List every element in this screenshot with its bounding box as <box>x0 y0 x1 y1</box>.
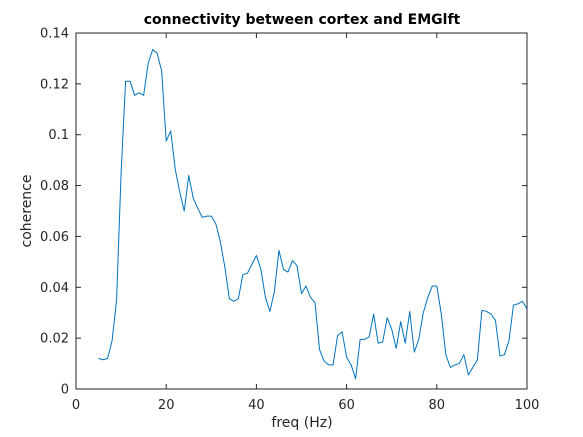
axes-box <box>75 32 528 390</box>
x-tick-label: 80 <box>429 398 446 413</box>
x-tick-label: 100 <box>515 398 540 413</box>
y-tick-label: 0.12 <box>40 77 69 92</box>
x-tick-label: 0 <box>72 398 80 413</box>
x-tick-label: 60 <box>338 398 355 413</box>
plot-layer <box>98 49 528 380</box>
y-tick-label: 0.06 <box>40 230 69 245</box>
x-tick-label: 20 <box>158 398 175 413</box>
y-axis-label: coherence <box>19 175 35 248</box>
y-tick-label: 0.04 <box>40 281 69 296</box>
y-tick-label: 0.1 <box>48 128 69 143</box>
x-axis-label: freq (Hz) <box>271 415 332 431</box>
y-tick-label: 0.02 <box>40 332 69 347</box>
ticks-layer: 0 20 40 60 80 100 0 0.02 0.04 0.06 0.08 0.1 0.12 0.14 <box>40 27 539 414</box>
coherence-series-line <box>98 49 528 380</box>
chart-title: connectivity between cortex and EMGlft <box>144 12 461 28</box>
x-tick-label: 40 <box>248 398 265 413</box>
y-tick-label: 0.08 <box>40 179 69 194</box>
y-tick-label: 0 <box>61 383 69 398</box>
y-tick-label: 0.14 <box>40 27 69 42</box>
